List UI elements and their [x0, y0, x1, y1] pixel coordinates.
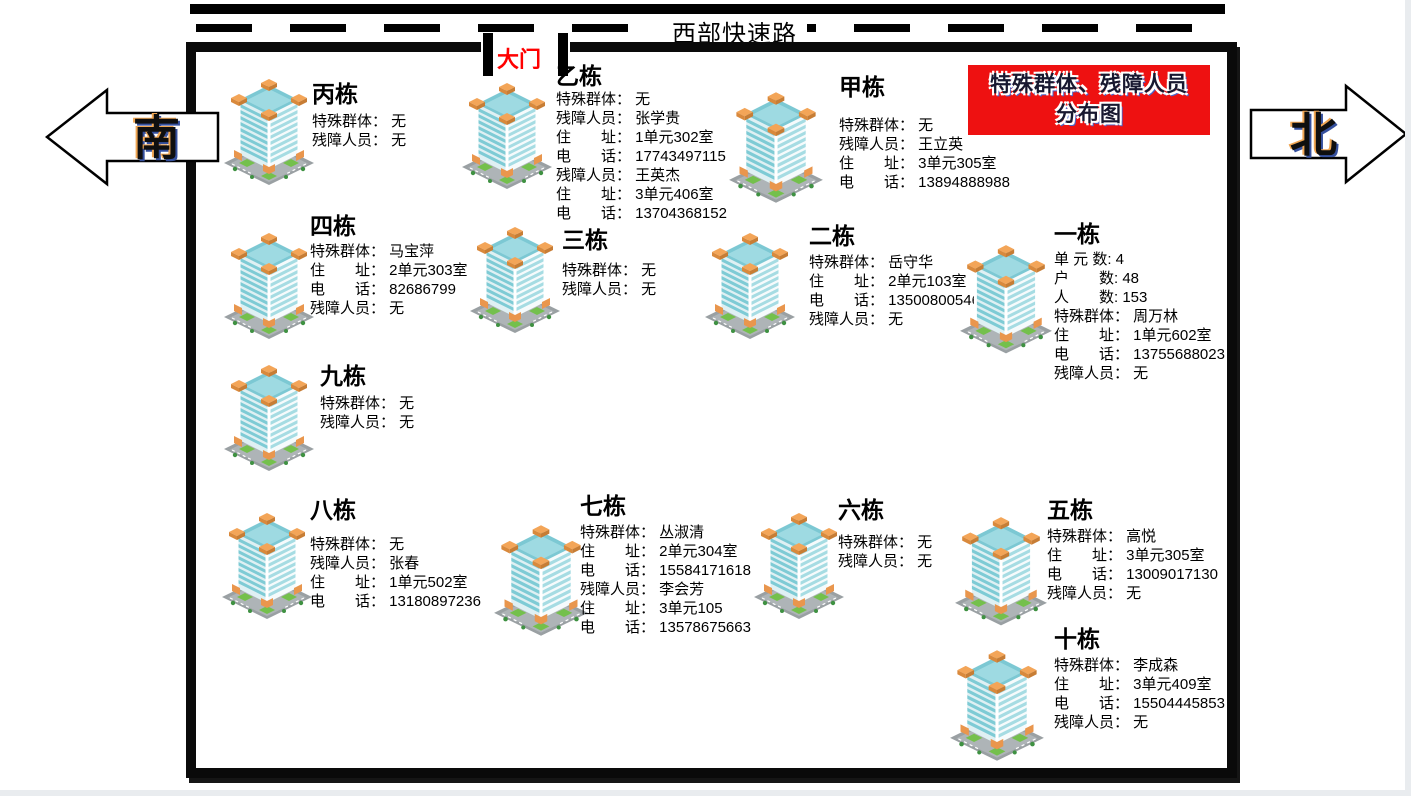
building-info: 特殊群体： 无 残障人员： 无: [320, 395, 415, 431]
page-title-line2: 分布图: [1056, 103, 1122, 126]
building-info: 特殊群体： 无 残障人员： 无: [562, 262, 657, 298]
building-info: 特殊群体： 无 残障人员： 无: [312, 113, 407, 149]
building-name: 四栋: [310, 213, 356, 239]
building-info: 特殊群体： 无 残障人员： 王立英 住 址： 3单元305室 电 话： 1389…: [839, 117, 1010, 191]
north-arrow: 北: [1248, 78, 1408, 190]
south-arrow: 南: [45, 82, 221, 192]
building-icon: [222, 72, 316, 190]
building-icon: [948, 643, 1046, 766]
building-icon: [460, 76, 554, 194]
building-info: 特殊群体： 丛淑清 住 址： 2单元304室 电 话： 15584171618 …: [580, 524, 751, 636]
building-info: 特殊群体： 无 残障人员： 无: [838, 534, 933, 570]
building-name: 三栋: [562, 227, 608, 253]
south-label: 南: [133, 111, 180, 165]
compound-wall: [186, 42, 1237, 778]
building-name: 六栋: [838, 497, 884, 523]
building-name: 丙栋: [312, 81, 358, 107]
building-icon: [222, 226, 316, 344]
building-info: 特殊群体： 无 残障人员： 张春 住 址： 1单元502室 电 话： 13180…: [310, 536, 481, 610]
building-icon: [727, 85, 825, 208]
building-name: 甲栋: [839, 74, 885, 100]
building-icon: [958, 238, 1054, 359]
building-name: 九栋: [320, 363, 366, 389]
slide-edge-bottom: [0, 790, 1411, 796]
building-name: 一栋: [1054, 221, 1100, 247]
building-icon: [953, 510, 1049, 631]
building-icon: [703, 226, 797, 344]
building-icon: [222, 358, 316, 476]
slide-edge-right: [1405, 0, 1411, 796]
building-icon: [468, 220, 562, 338]
gate-label: 大门: [497, 47, 542, 72]
gate-post-left: [483, 33, 493, 76]
building-info: 单 元 数: 4 户 数: 48 人 数: 153 特殊群体： 周万林 住 址：…: [1054, 251, 1225, 382]
north-label: 北: [1290, 108, 1337, 162]
building-name: 五栋: [1047, 497, 1093, 523]
gate-opening: [481, 40, 570, 54]
title-box: 特殊群体、残障人员 分布图: [968, 65, 1210, 135]
building-name: 二栋: [809, 223, 855, 249]
building-name: 八栋: [310, 497, 356, 523]
building-icon: [752, 506, 846, 624]
arrow-right-icon: [1249, 83, 1408, 185]
building-info: 特殊群体： 高悦 住 址： 3单元305室 电 话： 13009017130 残…: [1047, 528, 1218, 602]
building-name: 乙栋: [556, 63, 602, 89]
building-info: 特殊群体： 马宝萍 住 址： 2单元303室 电 话： 82686799 残障人…: [310, 243, 468, 317]
gate-post-right: [558, 33, 568, 76]
building-info: 特殊群体： 李成森 住 址： 3单元409室 电 话： 15504445853 …: [1054, 657, 1225, 731]
page-title-line1: 特殊群体、残障人员: [990, 73, 1188, 96]
building-name: 七栋: [580, 493, 626, 519]
building-info: 特殊群体： 岳守华 住 址： 2单元103室 电 话： 13500800546 …: [809, 254, 980, 328]
road-top-edge: [190, 4, 1225, 14]
building-info: 特殊群体： 无 残障人员： 张学贵 住 址： 1单元302室 电 话： 1774…: [556, 91, 727, 222]
building-icon: [492, 518, 590, 641]
building-icon: [220, 506, 314, 624]
building-name: 十栋: [1054, 626, 1100, 652]
arrow-left-icon: [45, 87, 220, 187]
